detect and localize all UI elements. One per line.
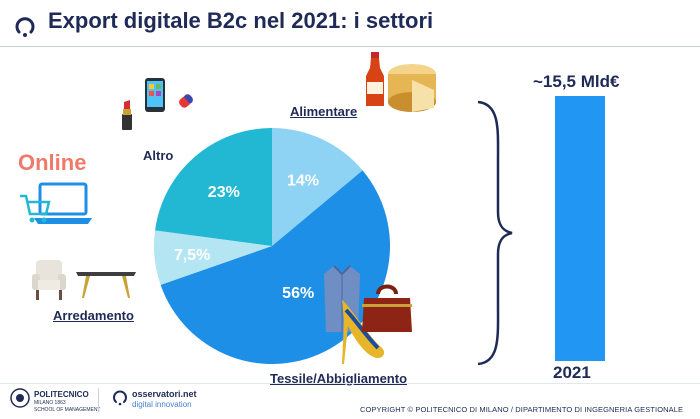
label-alimentare: Alimentare	[290, 104, 358, 119]
title-divider	[0, 46, 700, 47]
label-arredamento: Arredamento	[53, 308, 134, 323]
footer-divider	[0, 383, 700, 384]
laptop-cart-icon	[18, 182, 92, 237]
polimi-name: POLITECNICO	[34, 390, 89, 399]
polimi-school: SCHOOL OF MANAGEMENT	[34, 407, 101, 413]
online-label: Online	[18, 150, 87, 175]
lipstick-icon	[120, 100, 134, 135]
pie-slice-arredamento	[154, 230, 272, 285]
pie-value-label: 7,5%	[174, 247, 210, 264]
pie-value-label: 56%	[282, 285, 314, 302]
bag-icon	[360, 282, 414, 341]
pie-slice-altro	[155, 128, 272, 246]
armchair-icon	[30, 258, 68, 305]
page-title: Export digitale B2c nel 2021: i settori	[48, 8, 434, 33]
footer-vertical-divider	[98, 388, 99, 412]
osservatori-name: osservatori.net	[132, 389, 197, 399]
polimi-sub: MILANO 1863	[34, 400, 66, 406]
copyright: COPYRIGHT © POLITECNICO DI MILANO / DIPA…	[360, 405, 684, 414]
year-label: 2021	[553, 363, 591, 382]
polimi-logo-icon	[10, 388, 30, 413]
pie-value-label: 14%	[287, 173, 319, 190]
label-altro: Altro	[143, 148, 174, 163]
osservatori-logo-icon	[112, 390, 128, 411]
total-value-label: ~15,5 Mld€	[533, 72, 620, 91]
pie-slice-alimentare	[272, 128, 363, 246]
smartphone-icon	[145, 78, 165, 117]
brace-icon	[474, 100, 514, 371]
osservatori-sub: digital innovation	[132, 400, 192, 409]
label-tessile: Tessile/Abbigliamento	[270, 371, 408, 386]
pie-value-label: 23%	[208, 184, 240, 201]
header-logo-icon	[12, 14, 38, 40]
total-bar	[555, 96, 605, 361]
pill-icon	[175, 90, 197, 117]
tomato-sauce-icon	[364, 52, 386, 113]
table-icon	[74, 268, 138, 303]
cheese-icon	[386, 60, 438, 121]
